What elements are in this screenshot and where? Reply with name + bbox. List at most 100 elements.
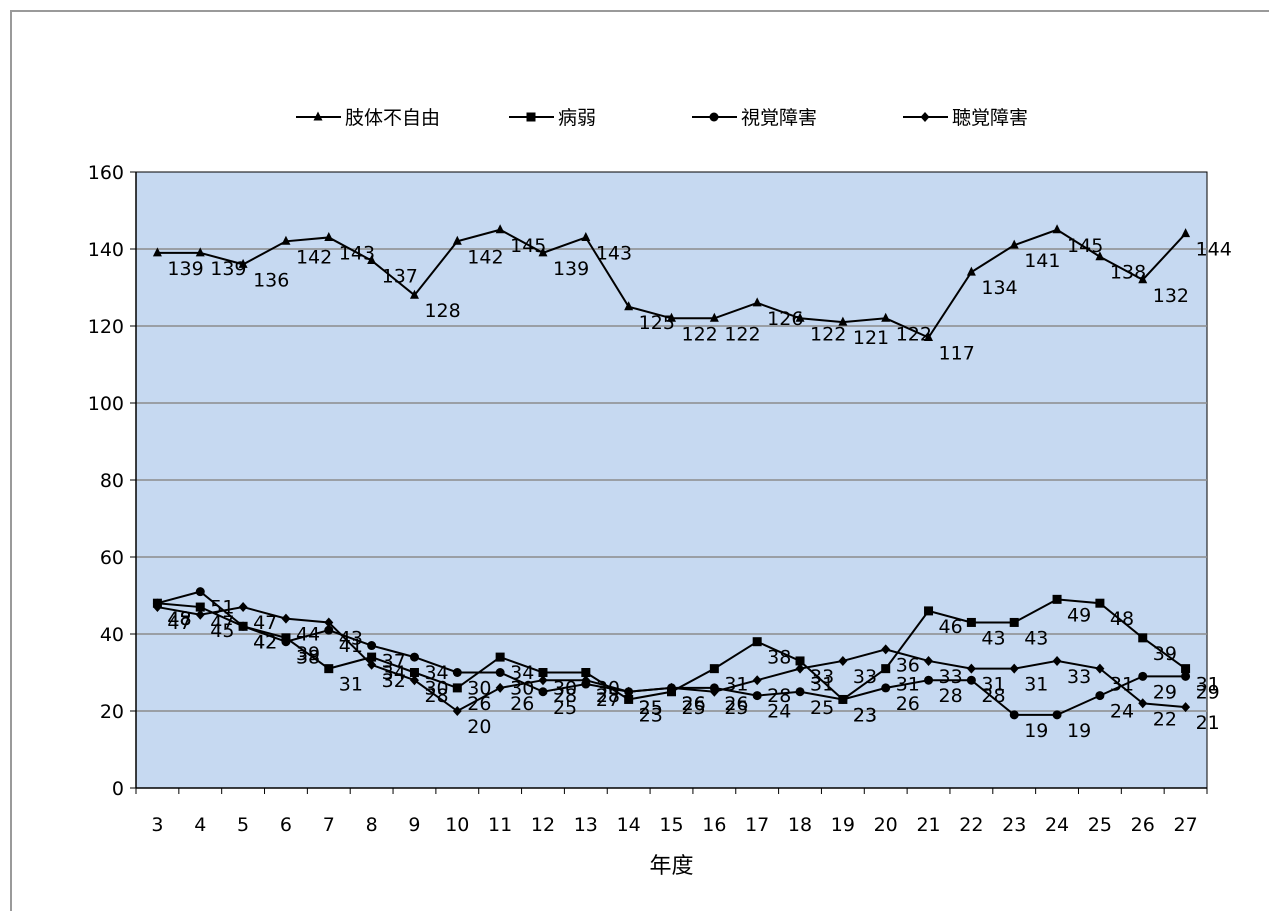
y-tick-label: 0 — [112, 778, 124, 800]
x-tick-label: 6 — [280, 814, 292, 836]
legend-marker-diamond — [920, 112, 930, 122]
data-label-diamond: 33 — [939, 666, 963, 688]
data-label-circle: 24 — [767, 701, 791, 723]
data-label-triangle: 145 — [510, 235, 546, 257]
data-point-triangle — [795, 312, 805, 322]
data-label-diamond: 20 — [467, 716, 491, 738]
data-point-square — [195, 602, 205, 612]
data-label-diamond: 31 — [981, 674, 1005, 696]
data-label-triangle: 145 — [1067, 235, 1103, 257]
legend-entry-square: 病弱 — [509, 107, 596, 129]
data-label-triangle: 141 — [1024, 250, 1060, 272]
legend-marker-triangle — [313, 111, 323, 121]
data-label-circle: 27 — [596, 689, 620, 711]
x-tick-label: 14 — [617, 814, 641, 836]
data-point-triangle — [367, 255, 377, 265]
data-point-diamond — [924, 655, 934, 666]
data-point-circle — [966, 675, 976, 685]
data-label-square: 30 — [553, 678, 577, 700]
y-tick-label: 80 — [100, 470, 124, 492]
data-label-triangle: 143 — [596, 242, 632, 264]
x-tick-label: 27 — [1173, 814, 1197, 836]
data-point-triangle — [581, 231, 591, 241]
y-tick-label: 160 — [88, 162, 124, 184]
data-label-diamond: 47 — [167, 612, 191, 634]
data-label-square: 31 — [896, 674, 920, 696]
data-point-square — [1095, 598, 1105, 608]
data-label-diamond: 28 — [553, 685, 577, 707]
x-tick-label: 17 — [745, 814, 769, 836]
data-point-circle — [281, 637, 291, 647]
data-point-diamond — [1138, 698, 1148, 709]
data-label-square: 43 — [1024, 627, 1048, 649]
data-point-triangle — [1138, 274, 1148, 284]
data-point-square — [966, 617, 976, 627]
data-label-triangle: 142 — [467, 246, 503, 268]
data-point-circle — [195, 587, 205, 597]
data-point-circle — [324, 625, 334, 635]
legend-label: 聴覚障害 — [952, 107, 1028, 129]
data-label-square: 30 — [424, 678, 448, 700]
data-labels: 139 139 136 142 143 137 128 142 145 139 143 125 122 1… — [167, 235, 1231, 742]
x-tick-label: 11 — [488, 814, 512, 836]
data-label-diamond: 26 — [682, 693, 706, 715]
data-label-circle: 26 — [724, 693, 748, 715]
data-label-diamond: 31 — [810, 674, 834, 696]
data-label-circle: 26 — [896, 693, 920, 715]
data-label-triangle: 121 — [853, 327, 889, 349]
data-point-square — [881, 664, 891, 674]
x-tick-label: 13 — [574, 814, 598, 836]
data-point-diamond — [495, 682, 505, 693]
data-label-circle: 37 — [382, 651, 406, 673]
data-point-triangle — [709, 312, 719, 322]
data-point-diamond — [452, 706, 462, 716]
data-label-square: 39 — [296, 643, 320, 665]
data-point-triangle — [966, 266, 976, 276]
y-axis: 0 20 40 60 80 100 120 140 160 — [88, 162, 137, 800]
data-point-square — [924, 606, 934, 616]
data-point-triangle — [1009, 239, 1019, 249]
data-point-circle — [838, 694, 848, 704]
data-label-square: 46 — [939, 616, 963, 638]
data-label-circle: 38 — [296, 647, 320, 669]
data-label-square: 48 — [167, 608, 191, 630]
y-tick-label: 20 — [100, 701, 124, 723]
data-point-square — [1181, 664, 1191, 674]
data-label-diamond: 25 — [724, 697, 748, 719]
x-tick-label: 3 — [151, 814, 163, 836]
data-label-circle: 48 — [167, 608, 191, 630]
data-label-triangle: 128 — [424, 300, 460, 322]
data-point-square — [1009, 617, 1019, 627]
data-point-diamond — [795, 663, 805, 674]
data-point-triangle — [195, 247, 205, 257]
data-label-triangle: 139 — [210, 258, 246, 280]
data-label-diamond: 44 — [296, 624, 320, 646]
data-point-square — [324, 664, 334, 674]
data-point-circle — [881, 683, 891, 693]
data-point-triangle — [324, 231, 334, 241]
data-point-diamond — [838, 655, 848, 666]
data-label-triangle: 125 — [639, 312, 675, 334]
data-point-circle — [538, 687, 548, 697]
data-point-diamond — [624, 686, 634, 697]
legend-marker-circle — [709, 112, 719, 122]
data-label-diamond: 21 — [1196, 712, 1220, 734]
data-point-diamond — [1009, 663, 1019, 674]
data-label-triangle: 122 — [724, 323, 760, 345]
data-label-square: 26 — [467, 693, 491, 715]
data-label-diamond: 33 — [1067, 666, 1091, 688]
data-point-triangle — [452, 235, 462, 245]
data-label-triangle: 139 — [553, 258, 589, 280]
data-label-triangle: 137 — [382, 266, 418, 288]
data-point-triangle — [495, 224, 505, 234]
data-label-triangle: 122 — [682, 323, 718, 345]
data-label-triangle: 143 — [339, 242, 375, 264]
x-tick-label: 16 — [702, 814, 726, 836]
x-tick-label: 7 — [323, 814, 335, 836]
data-label-triangle: 134 — [981, 277, 1017, 299]
data-point-triangle — [152, 247, 162, 257]
data-label-circle: 42 — [253, 631, 277, 653]
data-label-circle: 51 — [210, 597, 234, 619]
data-label-circle: 30 — [510, 678, 534, 700]
data-point-circle — [1181, 671, 1191, 681]
